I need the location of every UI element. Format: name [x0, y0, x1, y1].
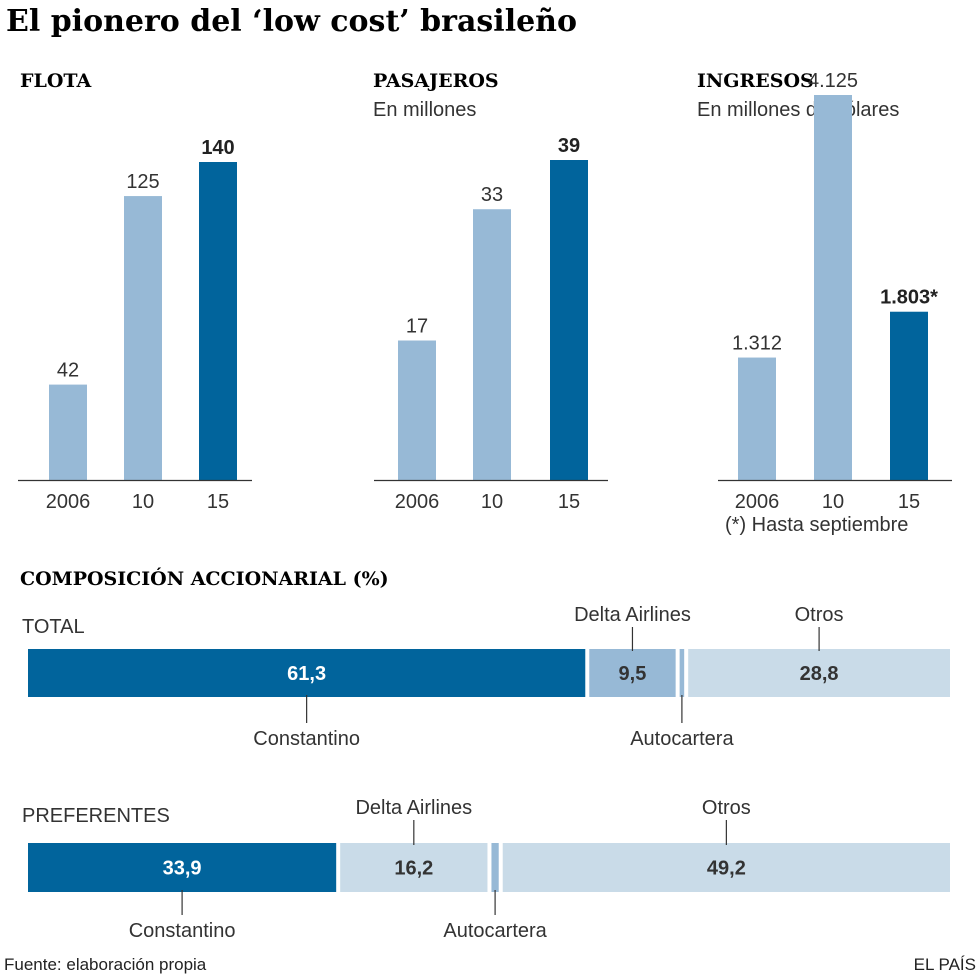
x-tick-label: 10 — [481, 491, 503, 513]
segment-value: 9,5 — [619, 663, 647, 685]
row-label: TOTAL — [22, 616, 85, 638]
brand-label: EL PAÍS — [914, 955, 976, 974]
segment-name: Autocartera — [630, 728, 734, 750]
segment-name: Delta Airlines — [355, 797, 472, 819]
composition-title: COMPOSICIÓN ACCIONARIAL (%) — [20, 567, 389, 590]
bar-15 — [199, 162, 237, 480]
chart-subtitle: En millones de dólares — [697, 99, 899, 121]
x-tick-label: 15 — [558, 491, 580, 513]
chart-flota: FLOTA 42 2006 125 10 140 15 — [18, 70, 252, 513]
x-tick-label: 15 — [898, 491, 920, 513]
segment-delta-airlines — [340, 843, 488, 892]
segment-autocartera — [679, 649, 685, 697]
x-tick-label: 2006 — [46, 491, 91, 513]
segment-constantino — [28, 843, 337, 892]
segment-value: 33,9 — [163, 858, 202, 880]
bar-10 — [124, 196, 162, 481]
value-label: 4.125 — [808, 70, 858, 92]
bar-2006 — [398, 340, 436, 480]
segment-value: 16,2 — [394, 858, 433, 880]
x-tick-label: 15 — [207, 491, 229, 513]
row-label: PREFERENTES — [22, 805, 170, 827]
bar-2006 — [738, 357, 776, 480]
segment-value: 61,3 — [287, 663, 326, 685]
bar-10 — [814, 95, 852, 480]
x-tick-label: 2006 — [735, 491, 780, 513]
segment-value: 28,8 — [800, 663, 839, 685]
chart-footnote: (*) Hasta septiembre — [725, 514, 908, 536]
chart-title: INGRESOS — [697, 70, 814, 92]
segment-name: Otros — [702, 797, 751, 819]
chart-pasajeros: PASAJEROS En millones 17 2006 33 10 39 15 — [373, 70, 608, 513]
segment-autocartera — [491, 843, 499, 892]
value-label: 33 — [481, 184, 503, 206]
chart-ingresos: INGRESOS En millones de dólares 1.312 2006 4… — [697, 70, 952, 536]
chart-title: PASAJEROS — [373, 70, 499, 92]
source-note: Fuente: elaboración propia — [4, 955, 207, 974]
x-tick-label: 10 — [132, 491, 154, 513]
value-label: 140 — [201, 137, 234, 159]
bar-charts: FLOTA 42 2006 125 10 140 15 PASAJEROS En millone… — [18, 70, 952, 536]
page-title: El pionero del ‘low cost’ brasileño — [6, 4, 577, 39]
chart-title: FLOTA — [20, 70, 91, 92]
segment-name: Otros — [795, 604, 844, 626]
x-tick-label: 2006 — [395, 491, 440, 513]
value-label: 1.803* — [880, 287, 938, 309]
value-label: 39 — [558, 135, 580, 157]
value-label: 125 — [126, 171, 159, 193]
bar-15 — [550, 160, 588, 480]
bar-15 — [890, 311, 928, 480]
ownership-chart: COMPOSICIÓN ACCIONARIAL (%) TOTAL 61,3 Cons… — [20, 567, 950, 942]
value-label: 1.312 — [732, 333, 782, 355]
bar-10 — [473, 209, 511, 480]
segment-otros — [502, 843, 950, 892]
segment-delta-airlines — [589, 649, 676, 697]
chart-subtitle: En millones — [373, 99, 476, 121]
x-tick-label: 10 — [822, 491, 844, 513]
segment-name: Constantino — [129, 920, 236, 942]
bar-2006 — [49, 384, 87, 480]
row-preferentes: PREFERENTES 33,9 Constantino 16,2 Delta Airl… — [22, 797, 950, 942]
segment-name: Constantino — [253, 728, 360, 750]
segment-otros — [688, 649, 950, 697]
segment-value: 49,2 — [707, 858, 746, 880]
value-label: 42 — [57, 360, 79, 382]
value-label: 17 — [406, 316, 428, 338]
segment-name: Delta Airlines — [574, 604, 691, 626]
segment-name: Autocartera — [443, 920, 547, 942]
segment-constantino — [28, 649, 586, 697]
